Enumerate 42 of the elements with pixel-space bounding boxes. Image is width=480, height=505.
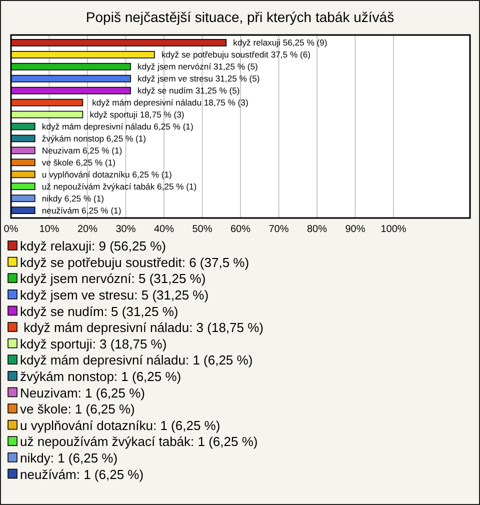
- category-label: když relaxuji 56,25 % (9): [233, 38, 328, 48]
- text: když se potřebuju soustředit: 6 (37,5 %): [20, 254, 250, 270]
- text: když jsem nervózní: 5 (31,25 %): [20, 271, 206, 286]
- chart-title: Popiš nejčastější situace, při kterých tabák užíváš: [86, 9, 394, 25]
- x-tick-label: 70%: [268, 224, 289, 235]
- text: už nepoužívám žvýkací tabák: 1 (6,25 %): [20, 434, 258, 450]
- x-tick-label: 50%: [192, 224, 212, 235]
- x-tick-label: 20%: [77, 224, 98, 235]
- text: žvýkám nonstop: 1 (6,25 %): [20, 368, 182, 384]
- category-label: ve škole 6,25 % (1): [42, 157, 116, 168]
- text: ve škole: 1 (6,25 %): [20, 402, 135, 417]
- text: Neuzivam: 1 (6,25 %): [20, 385, 145, 400]
- category-label: když se potřebuju soustředit 37,5 % (6): [161, 50, 310, 60]
- x-tick-label: 80%: [306, 224, 328, 235]
- category-label: neužívám 6,25 % (1): [42, 205, 122, 216]
- text: když se nudím: 5 (31,25 %): [20, 304, 178, 319]
- x-tick-label: 90%: [345, 224, 366, 235]
- category-label: u vyplňování dotazníku 6,25 % (1): [42, 169, 172, 180]
- category-label: když se nudím 31,25 % (5): [138, 86, 240, 96]
- x-tick-label: 30%: [116, 224, 136, 235]
- category-label: nikdy 6,25 % (1): [42, 193, 104, 204]
- text: když mám depresivní náladu: 3 (18,75 %): [20, 320, 264, 336]
- category-label: už nepoužívám žvýkací tabák 6,25 % (1): [42, 181, 197, 192]
- category-label: když jsem ve stresu 31,25 % (5): [138, 74, 260, 84]
- text: neužívám: 1 (6,25 %): [20, 466, 144, 482]
- text: když relaxuji: 9 (56,25 %): [20, 238, 166, 254]
- text: nikdy: 1 (6,25 %): [20, 450, 118, 466]
- category-label: když mám depresivní náladu 18,75 % (3): [92, 98, 248, 108]
- x-tick-label: 10%: [39, 224, 60, 235]
- category-label: když sportuji 18,75 % (3): [90, 110, 184, 120]
- text: když jsem ve stresu: 5 (31,25 %): [20, 287, 209, 302]
- category-label: Neuzivam 6,25 % (1): [42, 145, 122, 156]
- x-tick-label: 0%: [4, 224, 18, 235]
- x-tick-label: 100%: [380, 224, 406, 235]
- category-label: žvýkám nonstop 6,25 % (1): [42, 133, 146, 144]
- x-tick-label: 40%: [154, 224, 174, 235]
- text: u vyplňování dotazníku: 1 (6,25 %): [20, 418, 220, 433]
- category-label: když mám depresivní náladu 6,25 % (1): [42, 122, 194, 132]
- category-label: když jsem nervózní 31,25 % (5): [138, 62, 258, 72]
- text: když sportuji: 3 (18,75 %): [20, 336, 167, 352]
- x-tick-label: 60%: [230, 224, 251, 235]
- text: když mám depresivní náladu: 1 (6,25 %): [20, 352, 253, 368]
